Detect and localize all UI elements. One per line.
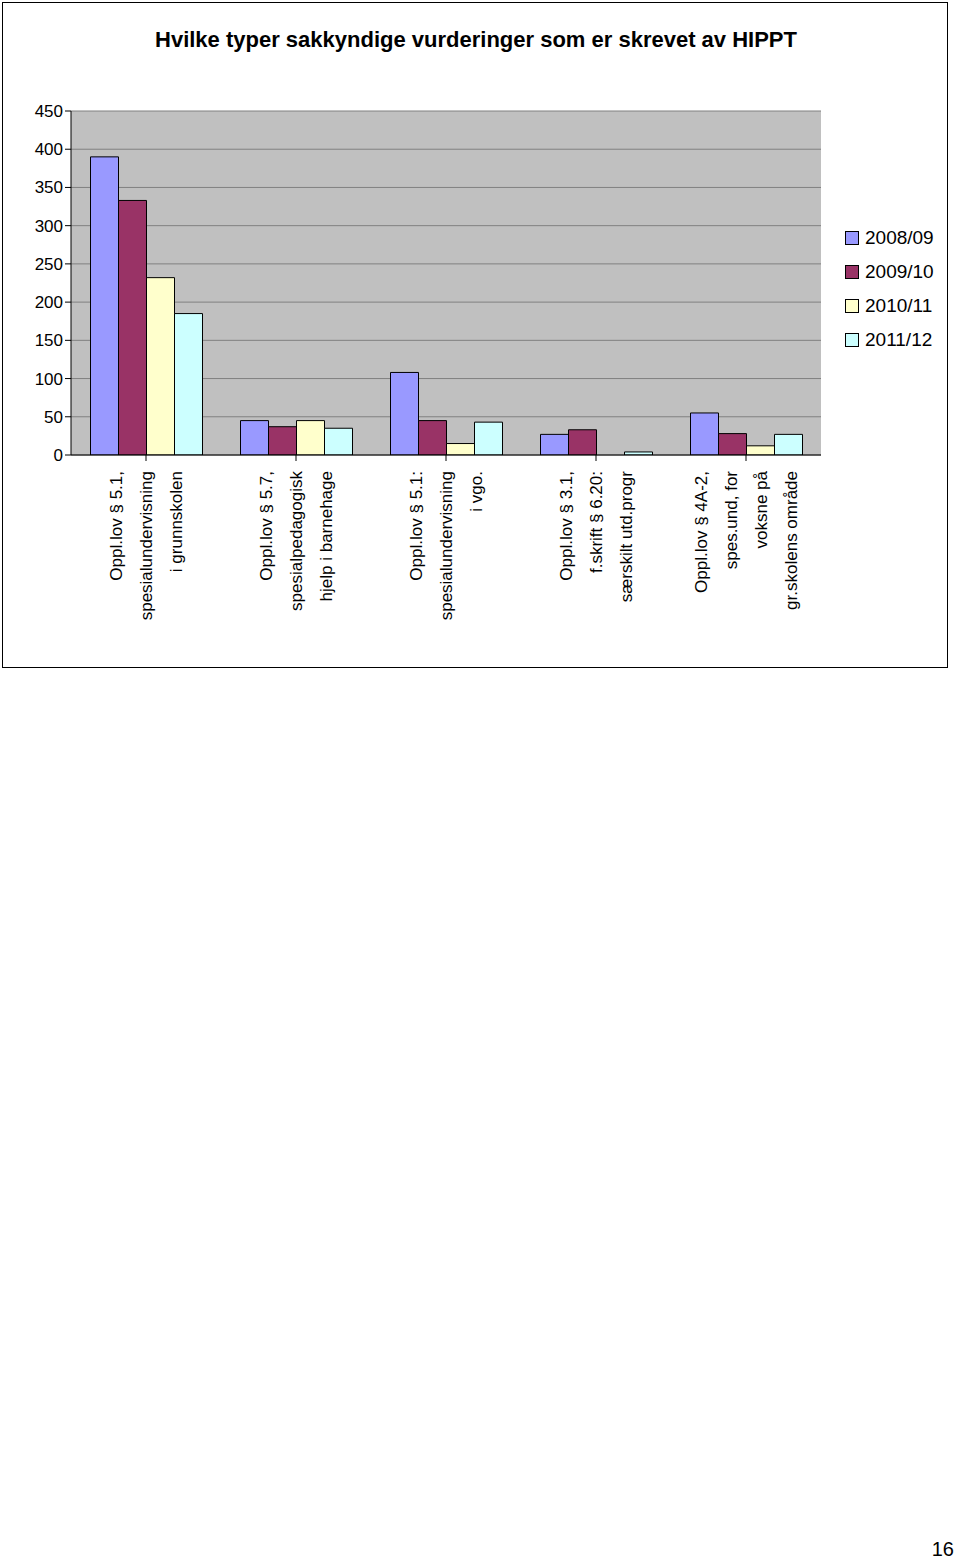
svg-text:Oppl.lov § 4A-2,spes.und, forv: Oppl.lov § 4A-2,spes.und, forvoksne pågr…: [692, 470, 801, 609]
svg-text:350: 350: [35, 178, 63, 197]
html-text:2010/11: 2010/11: [865, 295, 933, 316]
html-text:2008/09: 2008/09: [865, 227, 934, 248]
svg-text:Oppl.lov § 3.1,f.skrift § 6.20: Oppl.lov § 3.1,f.skrift § 6.20:særskilt …: [557, 471, 636, 603]
html-text:2011/12: 2011/12: [865, 329, 933, 350]
svg-text:0: 0: [54, 446, 63, 465]
svg-text:150: 150: [35, 331, 63, 350]
svg-text:100: 100: [35, 370, 63, 389]
html-text:Hvilke typer sakkyndige vurder: Hvilke typer sakkyndige vurderinger som …: [155, 27, 797, 52]
svg-text:Oppl.lov § 5.1:spesialundervis: Oppl.lov § 5.1:spesialundervisningi vgo.: [407, 471, 486, 620]
html-text:2009/10: 2009/10: [865, 261, 934, 282]
svg-text:250: 250: [35, 255, 63, 274]
svg-text:50: 50: [44, 408, 63, 427]
svg-text:200: 200: [35, 293, 63, 312]
html-text:16: 16: [931, 1538, 954, 1560]
svg-text:450: 450: [35, 102, 63, 121]
svg-text:Oppl.lov § 5.1,spesialundervis: Oppl.lov § 5.1,spesialundervisningi grun…: [107, 471, 186, 620]
svg-text:400: 400: [35, 140, 63, 159]
svg-text:300: 300: [35, 217, 63, 236]
svg-text:Oppl.lov § 5.7,spesialpedagogi: Oppl.lov § 5.7,spesialpedagogiskhjelp i …: [257, 471, 336, 611]
